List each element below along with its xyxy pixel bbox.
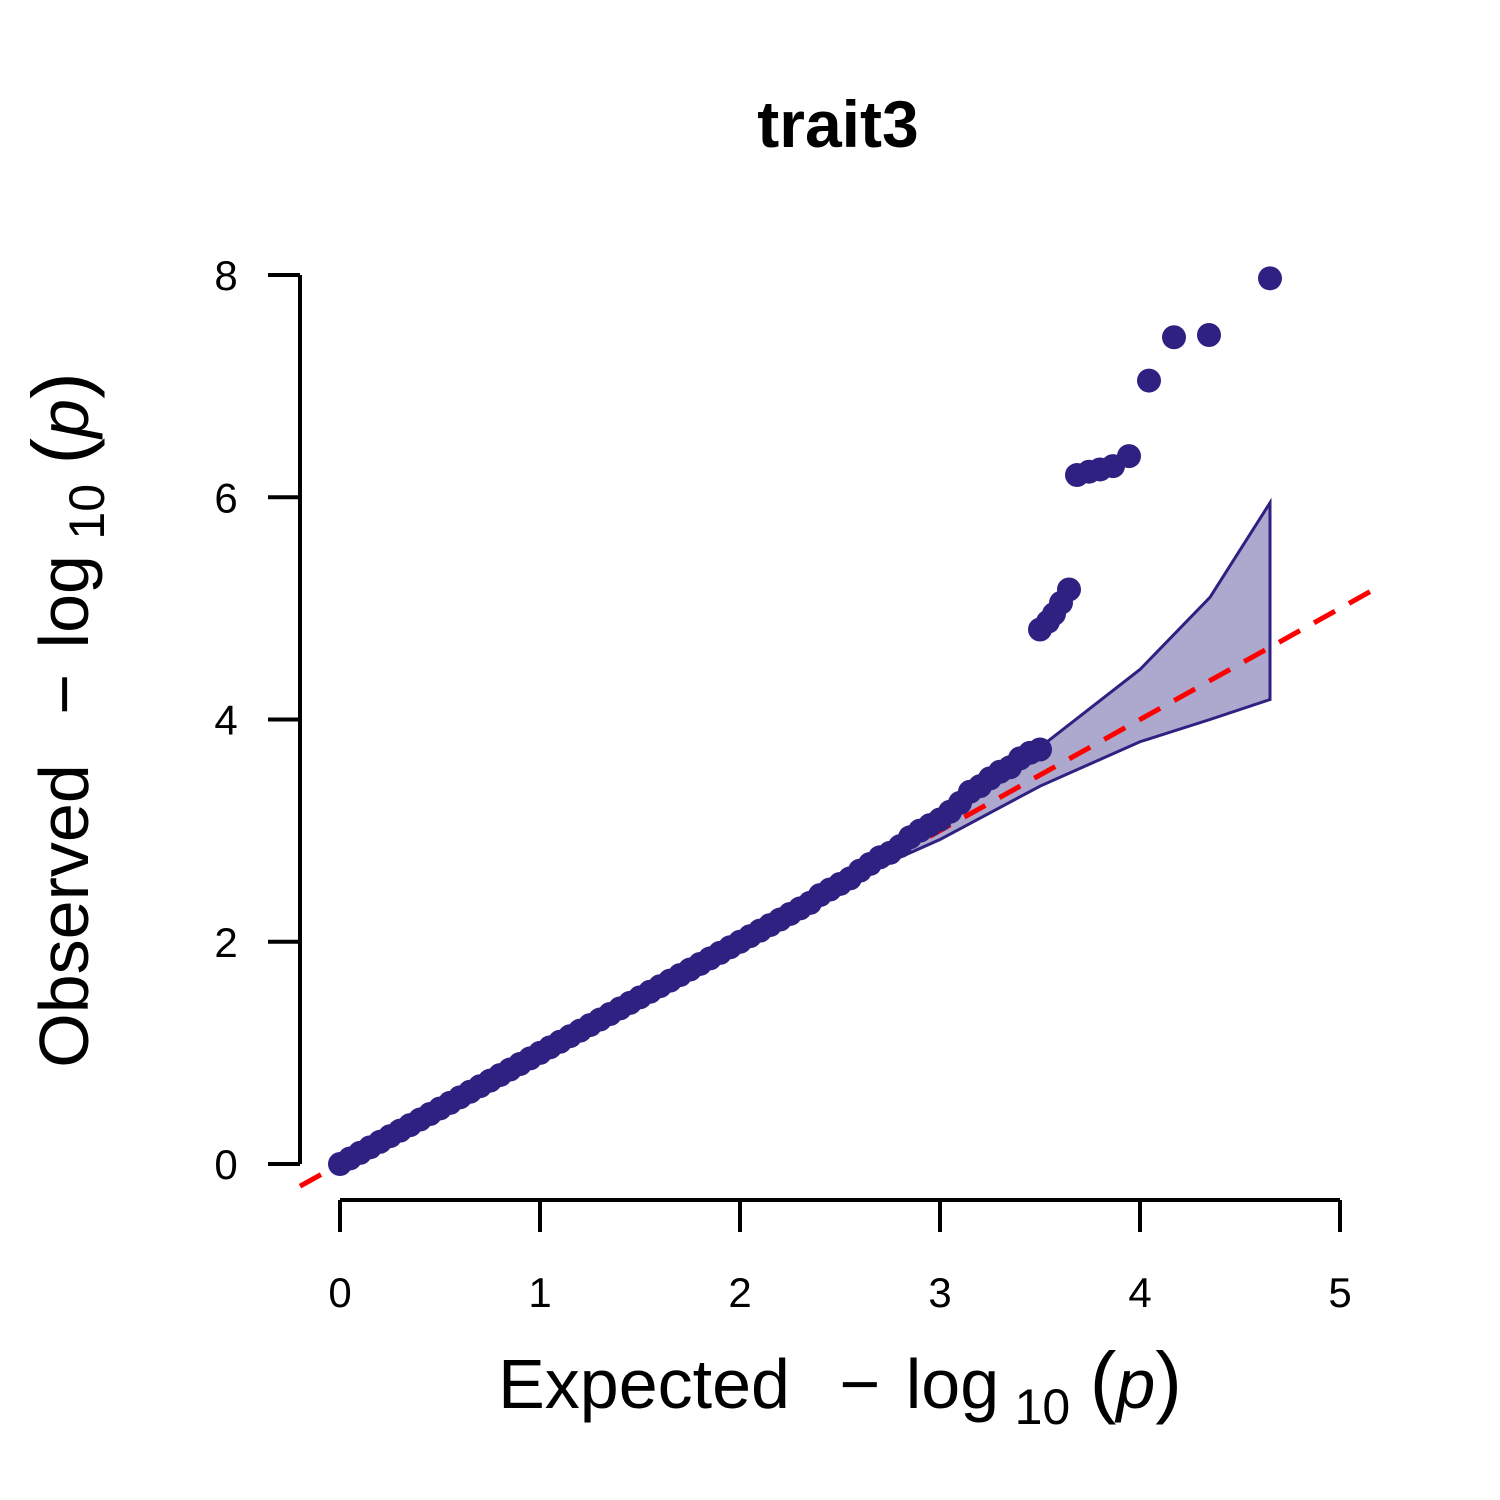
y-tick-label: 0 — [214, 1141, 237, 1188]
y-label-sub: 10 — [59, 484, 115, 540]
x-tick-label: 4 — [1128, 1269, 1151, 1316]
x-label-log: log — [906, 1345, 999, 1423]
y-axis-label: Observed − log 10 (p) — [16, 372, 119, 1067]
y-label-prefix: Observed — [25, 764, 103, 1067]
x-tick-label: 1 — [528, 1269, 551, 1316]
data-point — [1028, 737, 1052, 762]
x-label-minus: − — [839, 1345, 880, 1423]
x-label-sub: 10 — [1015, 1379, 1071, 1435]
y-label-minus: − — [25, 674, 103, 715]
data-point — [1197, 323, 1221, 348]
y-label-log: log — [25, 555, 103, 648]
x-label-arg: p — [1114, 1345, 1155, 1423]
data-point — [1258, 266, 1282, 291]
y-label-arg: p — [25, 399, 103, 440]
x-axis-label: Expected − log 10 (p) — [498, 1336, 1182, 1439]
y-tick-label: 2 — [214, 919, 237, 966]
tick-labels: 0 1 2 3 4 5 0 2 4 6 8 — [214, 252, 1351, 1316]
x-label-prefix: Expected — [498, 1345, 790, 1423]
data-point — [1162, 325, 1186, 350]
points-layer — [328, 266, 1282, 1176]
y-tick-label: 4 — [214, 697, 237, 744]
x-tick-label: 2 — [728, 1269, 751, 1316]
x-tick-label: 5 — [1328, 1269, 1351, 1316]
data-point — [1117, 444, 1141, 469]
axes — [268, 273, 1342, 1232]
y-tick-label: 6 — [214, 474, 237, 521]
chart-title: trait3 — [757, 87, 918, 161]
y-tick-label: 8 — [214, 252, 237, 299]
data-point — [1137, 368, 1161, 393]
x-tick-label: 3 — [928, 1269, 951, 1316]
data-point — [1057, 577, 1081, 602]
x-tick-label: 0 — [328, 1269, 351, 1316]
